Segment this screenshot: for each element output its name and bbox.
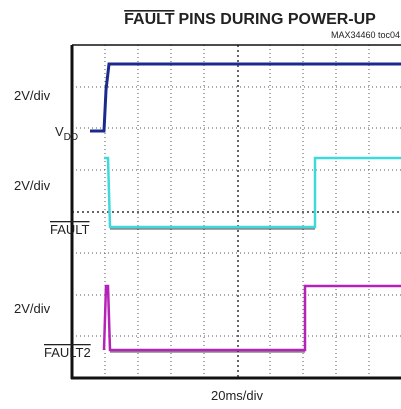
title: FAULT PINS DURING POWER-UP xyxy=(124,11,376,28)
title-overlined: FAULT xyxy=(124,11,175,28)
timebase-label: 20ms/div xyxy=(211,388,264,403)
trace-label-sub: DD xyxy=(64,132,78,143)
frame xyxy=(70,44,401,380)
trace-label: FAULT2 xyxy=(44,345,91,360)
note: MAX34460 toc04 xyxy=(331,30,400,40)
scale-label: 2V/div xyxy=(14,178,51,193)
trace-label: FAULT xyxy=(50,222,90,237)
fault-trace xyxy=(104,156,401,229)
scale-label: 2V/div xyxy=(14,88,51,103)
vdd-trace xyxy=(90,62,401,133)
grid xyxy=(72,45,401,378)
title-rest: PINS DURING POWER-UP xyxy=(179,11,377,28)
trace-label-main: V xyxy=(55,124,64,139)
scale-label: 2V/div xyxy=(14,301,51,316)
trace-label: VDD xyxy=(55,124,78,143)
fault2-trace xyxy=(102,284,401,352)
